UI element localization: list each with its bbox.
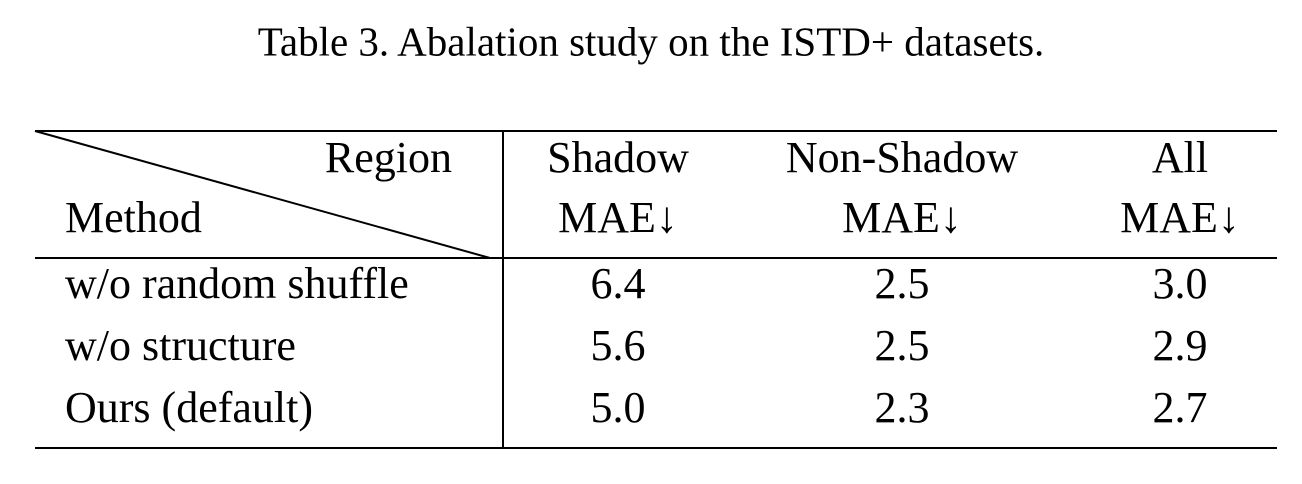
cell-value: 2.3 <box>875 383 930 432</box>
corner-row-label: Method <box>65 193 202 242</box>
column-title: Non-Shadow <box>786 133 1018 182</box>
row-label: Ours (default) <box>65 383 313 432</box>
column-metric: MAE↓ <box>1120 193 1240 242</box>
column-title: Shadow <box>547 133 689 182</box>
cell-value: 2.7 <box>1153 383 1208 432</box>
row-label: w/o structure <box>65 321 296 370</box>
cell-value: 2.9 <box>1153 321 1208 370</box>
cell-value: 2.5 <box>875 259 930 308</box>
column-metric: MAE↓ <box>558 193 678 242</box>
column-title: All <box>1152 133 1208 182</box>
corner-column-label: Region <box>325 133 452 182</box>
cell-value: 6.4 <box>591 259 646 308</box>
cell-value: 3.0 <box>1153 259 1208 308</box>
diagonal-divider <box>34 130 491 259</box>
column-metric: MAE↓ <box>842 193 962 242</box>
caption: Table 3. Abalation study on the ISTD+ da… <box>258 18 1045 64</box>
cell-value: 5.6 <box>591 321 646 370</box>
cell-value: 2.5 <box>875 321 930 370</box>
row-label: w/o random shuffle <box>65 259 409 308</box>
cell-value: 5.0 <box>591 383 646 432</box>
